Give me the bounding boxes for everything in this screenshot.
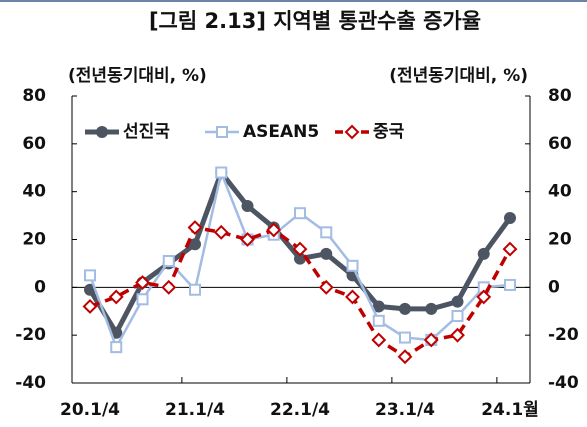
y-tick-label: -40 (15, 373, 46, 393)
x-tick-label: 23.1/4 (375, 400, 435, 420)
y-tick-label: -20 (15, 325, 46, 345)
marker (241, 200, 254, 213)
legend-marker (96, 126, 108, 138)
y2-tick-label: -20 (548, 325, 579, 345)
chart-title: [그림 2.13] 지역별 통관수출 증가율 (149, 9, 481, 33)
x-tick-label: 21.1/4 (165, 400, 225, 420)
marker (320, 247, 333, 260)
x-tick-label: 22.1/4 (270, 400, 330, 420)
marker (451, 310, 464, 323)
marker (189, 283, 201, 296)
marker (372, 314, 385, 327)
marker (84, 269, 96, 282)
marker (108, 289, 124, 305)
y-tick-label: 20 (22, 230, 46, 250)
marker (292, 241, 308, 257)
marker (476, 289, 492, 305)
x-tick-label: 20.1/4 (60, 400, 120, 420)
marker (213, 224, 229, 240)
marker (82, 299, 98, 314)
marker (346, 259, 359, 272)
marker (294, 252, 306, 265)
marker (266, 222, 282, 238)
marker (372, 300, 385, 313)
legend-marker (216, 126, 228, 138)
y-tick-label: 60 (22, 134, 46, 154)
marker (215, 166, 228, 179)
marker (450, 327, 465, 343)
y2-axis-label: (전년동기대비, %) (389, 66, 528, 86)
marker (425, 302, 438, 315)
legend-label: ASEAN5 (243, 122, 319, 142)
marker (162, 255, 175, 268)
marker (187, 220, 203, 235)
marker (502, 241, 518, 257)
marker (294, 207, 306, 220)
x-tick-label: 24.1월 (481, 400, 539, 420)
y-tick-label: 40 (22, 182, 46, 202)
y2-tick-label: 60 (548, 134, 572, 154)
marker (136, 293, 149, 306)
marker (345, 289, 360, 305)
y-axis-label: (전년동기대비, %) (68, 66, 207, 86)
y-tick-label: 80 (22, 86, 46, 106)
marker (477, 247, 490, 260)
marker (504, 211, 516, 224)
legend-label: 선진국 (123, 122, 170, 142)
marker (135, 275, 150, 290)
marker (320, 226, 333, 239)
marker (110, 341, 123, 354)
legend-label: 중국 (373, 122, 405, 142)
marker (451, 295, 464, 308)
marker (240, 232, 255, 247)
marker (504, 278, 516, 291)
marker (399, 302, 411, 315)
y-tick-label: 0 (34, 277, 46, 297)
y2-tick-label: 20 (548, 230, 572, 250)
y2-tick-label: 80 (548, 86, 572, 106)
marker (161, 279, 177, 295)
marker (397, 349, 413, 365)
y2-tick-label: 40 (548, 182, 572, 202)
y2-tick-label: 0 (548, 277, 560, 297)
legend-marker (344, 124, 360, 140)
marker (189, 238, 201, 251)
y2-tick-label: -40 (548, 373, 579, 393)
marker (423, 332, 439, 348)
marker (371, 332, 387, 348)
marker (399, 331, 411, 344)
marker (318, 279, 334, 295)
